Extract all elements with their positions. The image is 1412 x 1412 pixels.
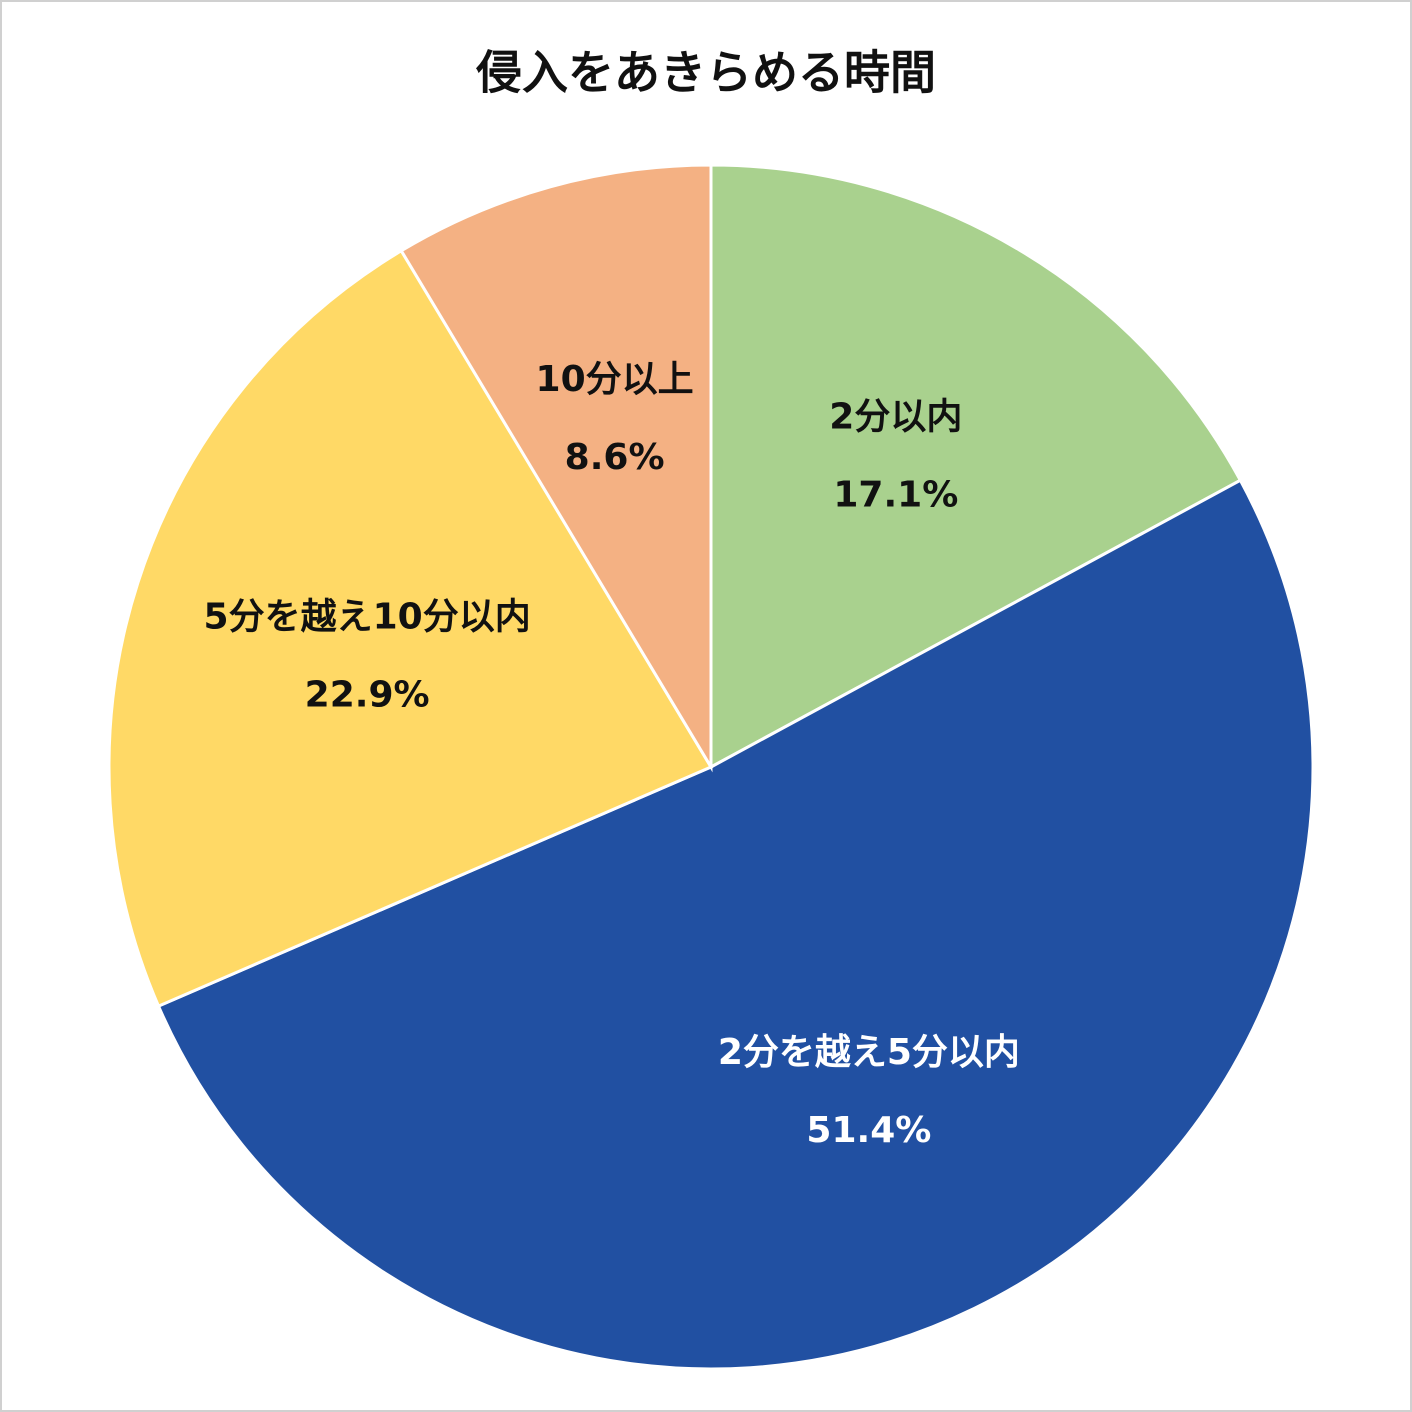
slice-label: 10分以上 — [536, 359, 694, 400]
pie-slice — [156, 478, 1315, 1371]
pie-slice — [709, 163, 1243, 770]
slice-label: 5分を越え10分以内 — [204, 596, 531, 637]
slice-label: 2分を越え5分以内 — [718, 1032, 1020, 1073]
value-label: 8.6% — [565, 437, 665, 478]
value-label: 17.1% — [833, 475, 958, 516]
slice-label: 2分以内 — [829, 397, 962, 438]
chart-title: 侵入をあきらめる時間 — [475, 46, 936, 100]
value-label: 22.9% — [305, 674, 430, 715]
pie-slice — [107, 248, 714, 1009]
value-label: 51.4% — [806, 1110, 931, 1151]
pie-slice — [399, 163, 713, 773]
